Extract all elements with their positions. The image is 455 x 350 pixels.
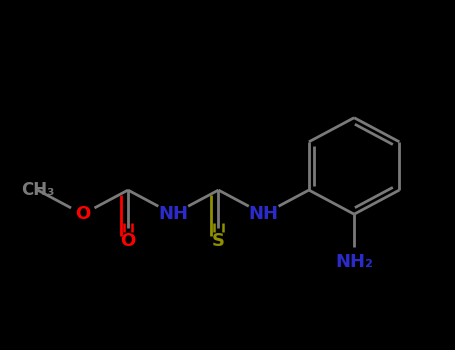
Text: CH₃: CH₃ <box>21 181 54 199</box>
Text: NH₂: NH₂ <box>335 253 373 272</box>
Text: NH: NH <box>249 205 278 223</box>
Text: NH: NH <box>158 205 188 223</box>
Text: S: S <box>212 232 225 250</box>
Text: O: O <box>75 205 91 223</box>
Text: O: O <box>121 232 136 250</box>
